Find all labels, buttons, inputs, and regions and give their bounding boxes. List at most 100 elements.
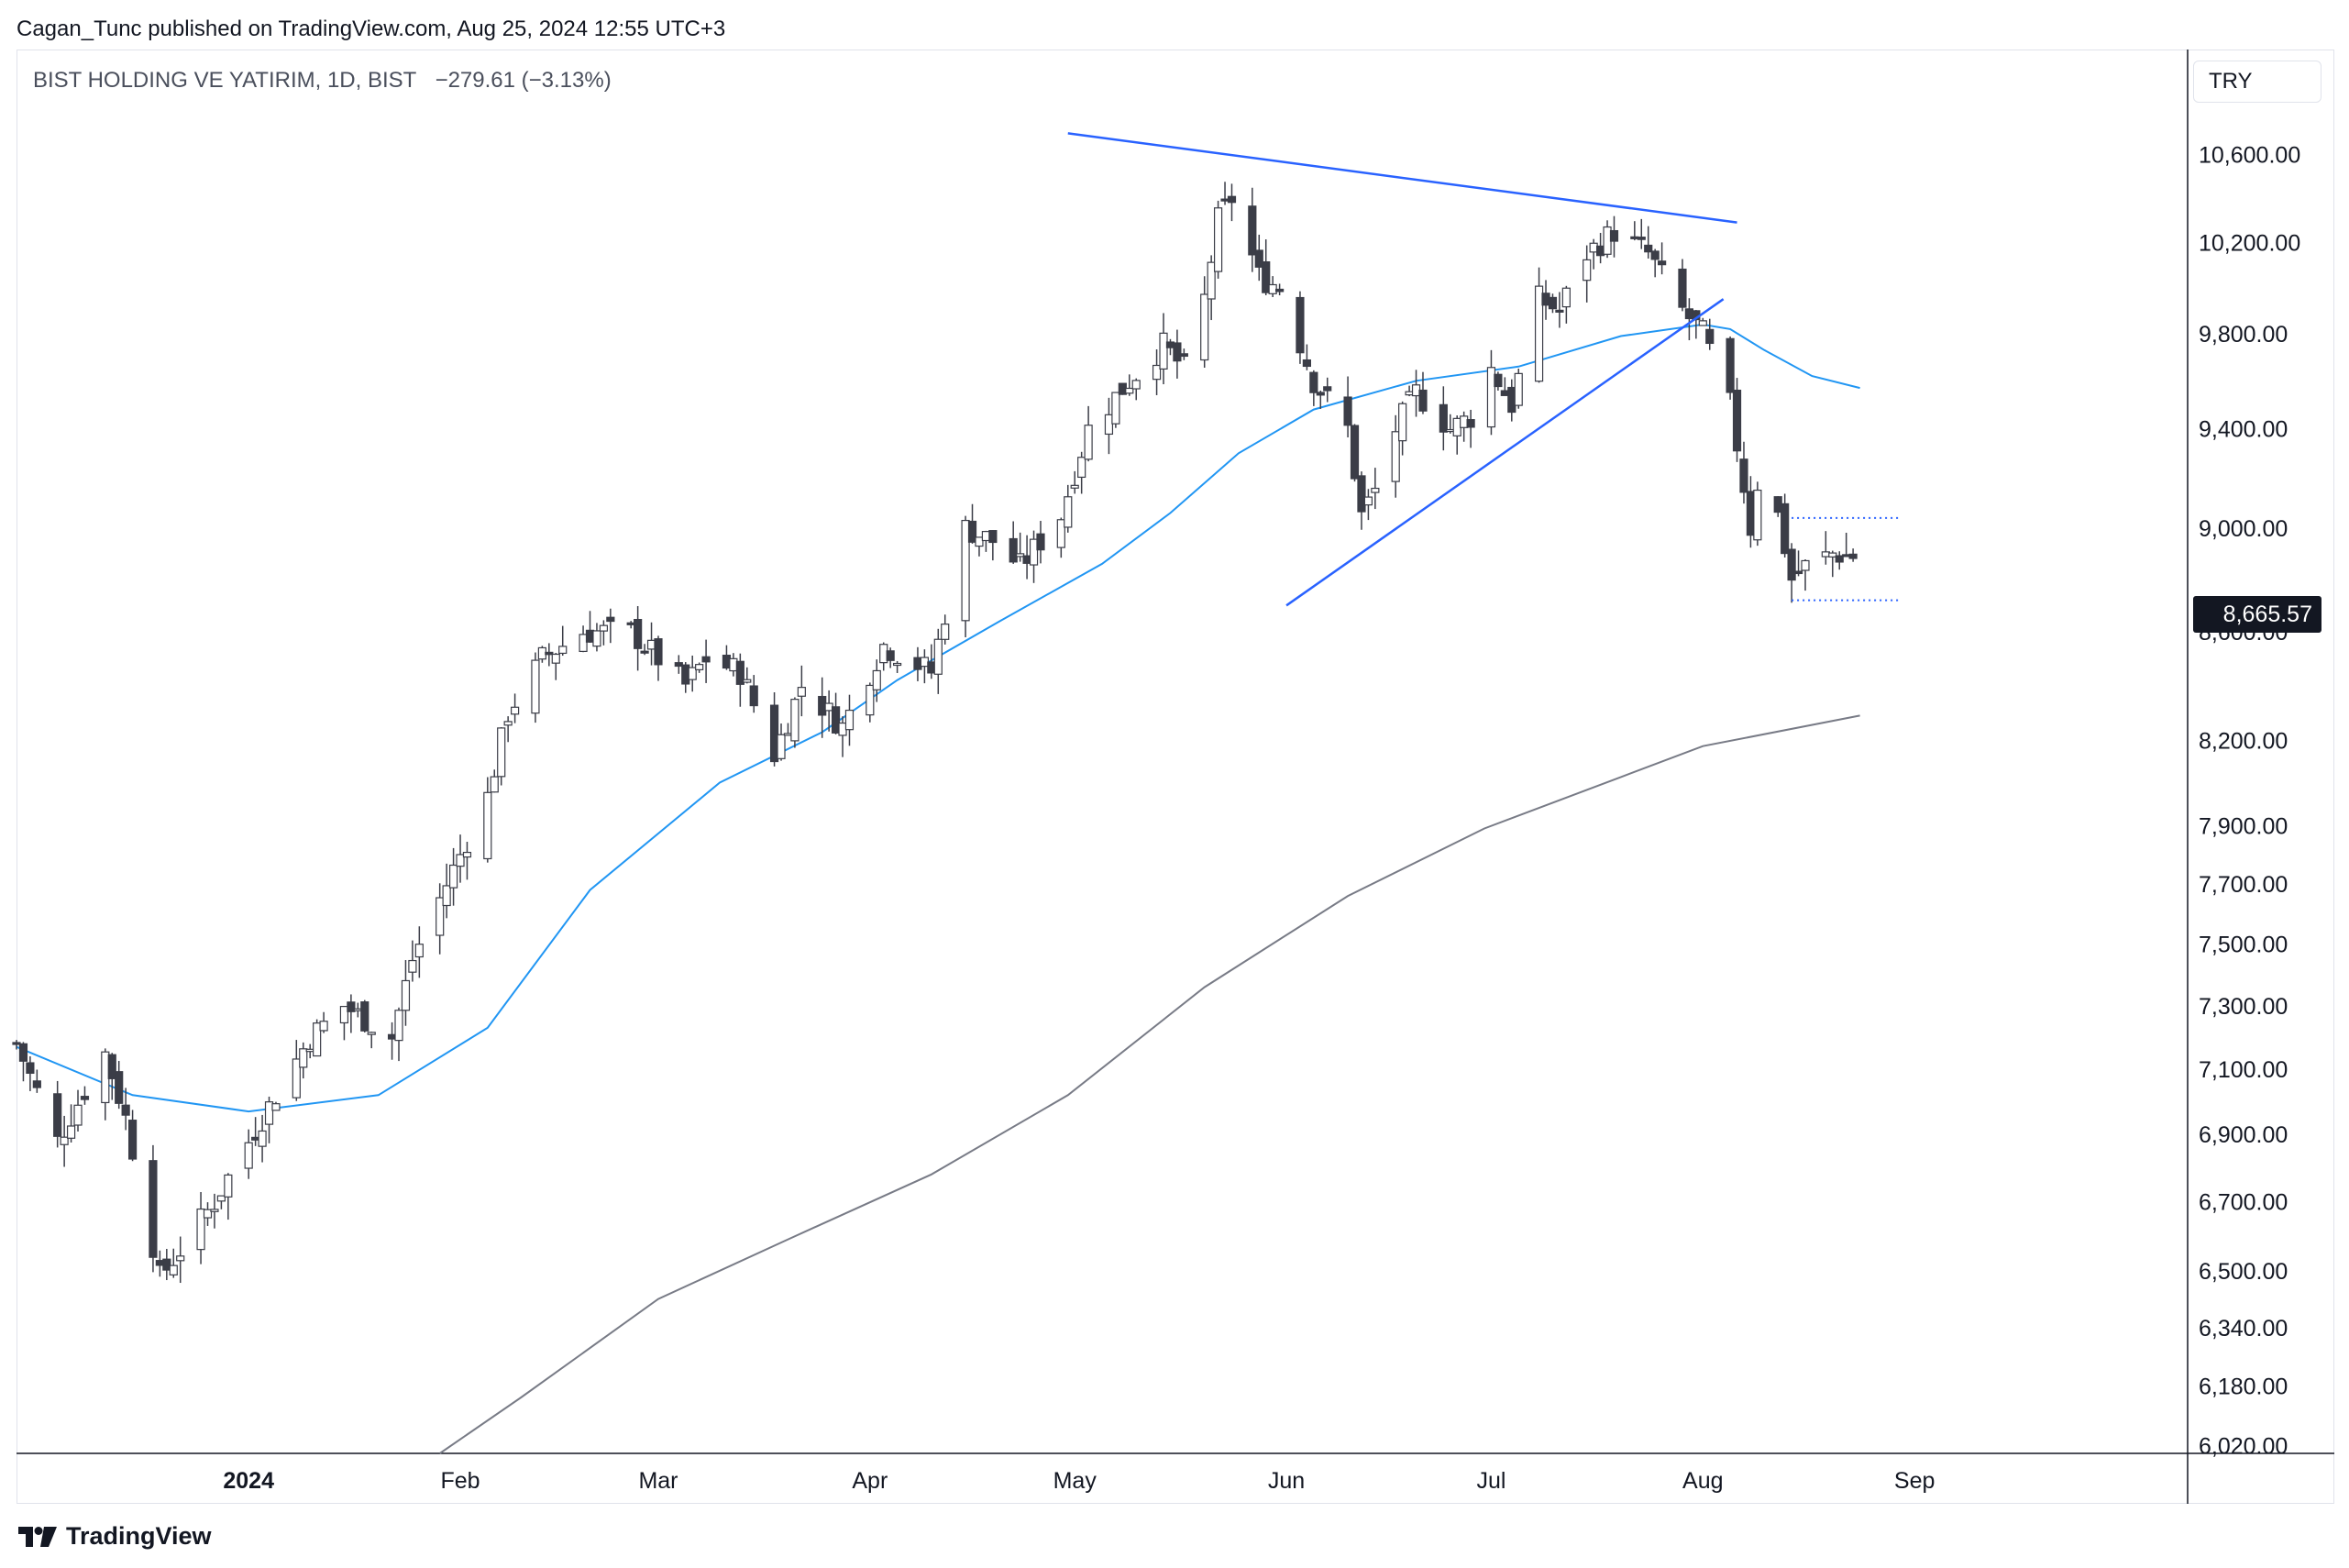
candle: [18, 1042, 28, 1082]
candle: [1254, 234, 1263, 282]
candle: [1131, 378, 1141, 401]
candle: [729, 653, 738, 677]
candle: [149, 1144, 158, 1273]
candle-body: [1220, 198, 1230, 202]
candle: [646, 622, 656, 666]
candle: [1371, 468, 1380, 510]
moving-average-layer: [16, 323, 1860, 1454]
candle-body: [60, 1136, 69, 1145]
last-price-label: 8,665.57: [2193, 596, 2321, 634]
candle-body: [1507, 386, 1516, 414]
candle-body: [394, 1010, 403, 1042]
candle: [1350, 424, 1360, 482]
time-axis[interactable]: 2024 Feb Mar Apr May Jun Jul Aug Sep: [223, 1468, 1935, 1494]
candle-body: [1316, 392, 1325, 396]
candle: [1486, 349, 1496, 436]
candle-body: [893, 662, 902, 667]
candle: [941, 614, 950, 645]
candle: [1200, 276, 1209, 369]
candle: [408, 940, 417, 982]
candle-body: [387, 1033, 397, 1040]
candle-body: [824, 702, 833, 712]
candle: [1439, 386, 1448, 451]
candle: [1016, 532, 1025, 562]
tradingview-footer[interactable]: TradingView: [18, 1522, 212, 1551]
candle-body: [1200, 293, 1209, 361]
candle-body: [1064, 496, 1073, 528]
candle-body: [319, 1021, 328, 1032]
candle: [558, 625, 568, 657]
candle-body: [1793, 570, 1803, 575]
candle: [1821, 531, 1830, 565]
candle: [442, 863, 451, 919]
candle-body: [1534, 285, 1544, 382]
candle: [920, 649, 929, 684]
x-tick-label: Sep: [1894, 1468, 1935, 1494]
candle-body: [777, 734, 786, 759]
candle: [1753, 481, 1762, 547]
candle-body: [1077, 457, 1086, 479]
candle-body: [1821, 551, 1830, 558]
price-axis[interactable]: 10,600.00 10,200.00 9,800.00 9,400.00 9,000.…: [2199, 143, 2300, 1460]
candle: [1548, 293, 1558, 314]
candle-body: [1500, 390, 1509, 396]
candle-body: [353, 1008, 362, 1011]
candle-body: [646, 639, 656, 650]
candle-body: [1494, 373, 1503, 388]
lower-support-trendline: [1285, 298, 1725, 607]
candle: [1460, 411, 1469, 442]
candle-body: [1262, 260, 1271, 293]
candle: [1179, 348, 1188, 360]
candle-body: [769, 704, 779, 763]
candle: [292, 1040, 301, 1101]
candle: [743, 667, 752, 684]
candle-body: [1452, 417, 1461, 436]
candle: [271, 1101, 281, 1111]
candle: [1842, 532, 1851, 558]
candle: [1773, 496, 1782, 517]
candle: [1637, 218, 1646, 249]
candle-body: [483, 791, 492, 860]
candle-body: [1405, 391, 1414, 396]
candle-body: [558, 646, 568, 655]
candle-body: [18, 1043, 28, 1062]
candle: [299, 1042, 308, 1079]
candle-body: [1296, 296, 1305, 354]
chart-frame: [17, 50, 2334, 1504]
candle: [933, 628, 943, 694]
candle: [1650, 248, 1660, 278]
candle: [162, 1248, 171, 1281]
candle-body: [1486, 367, 1496, 428]
candle-body: [981, 531, 991, 542]
candle-body: [1698, 320, 1707, 326]
candle-body: [1589, 242, 1598, 253]
candle: [1828, 550, 1837, 578]
candle-body: [1732, 389, 1742, 452]
candle-body: [510, 706, 520, 715]
candle-body: [1125, 387, 1134, 394]
currency-button[interactable]: TRY: [2193, 61, 2321, 103]
candle: [1411, 370, 1421, 417]
candle-body: [53, 1093, 62, 1137]
candle-body: [599, 624, 609, 632]
y-tick-label: 6,340.00: [2199, 1316, 2288, 1342]
candle: [414, 926, 424, 978]
candle: [797, 665, 806, 717]
candle: [319, 1011, 328, 1033]
candle-body: [913, 657, 922, 670]
candle: [783, 723, 793, 736]
x-tick-label: May: [1053, 1468, 1097, 1494]
y-tick-label: 10,200.00: [2199, 230, 2300, 256]
y-tick-label: 6,500.00: [2199, 1259, 2288, 1285]
upper-resistance-trendline: [1067, 132, 1737, 224]
candle-body: [210, 1209, 219, 1212]
candle: [490, 769, 499, 793]
candle-body: [701, 656, 711, 663]
candle-body: [1309, 371, 1318, 393]
candle-body: [305, 1048, 314, 1053]
candle-body: [1644, 244, 1653, 253]
candle: [1781, 493, 1790, 558]
candle: [1036, 521, 1045, 564]
candle-body: [1022, 555, 1031, 564]
